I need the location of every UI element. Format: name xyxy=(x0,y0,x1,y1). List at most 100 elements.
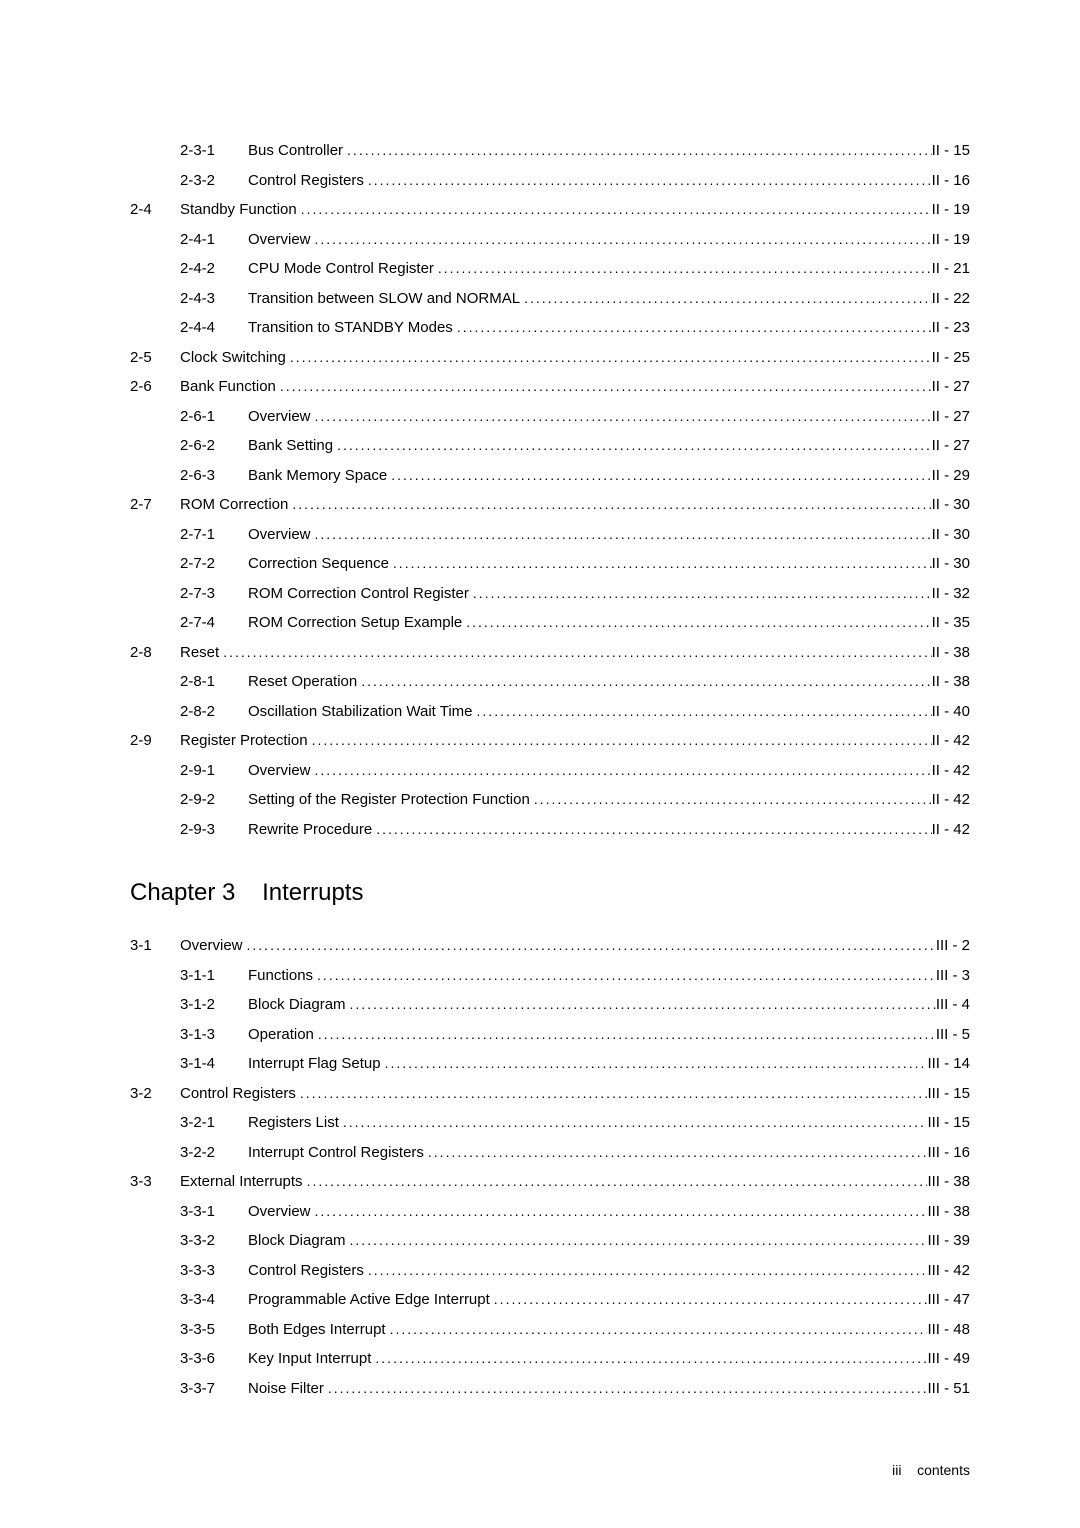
toc-leader-dots: ........................................… xyxy=(387,465,931,486)
toc-title: Reset xyxy=(180,642,219,665)
toc-title: Interrupt Control Registers xyxy=(248,1142,424,1165)
toc-leader-dots: ........................................… xyxy=(520,288,932,309)
toc-row: 2-4-2CPU Mode Control Register..........… xyxy=(130,258,970,281)
toc-leader-dots: ........................................… xyxy=(530,789,932,810)
toc-row: 2-7-3ROM Correction Control Register....… xyxy=(130,583,970,606)
toc-page-ref: II - 38 xyxy=(932,642,970,665)
toc-leader-dots: ........................................… xyxy=(469,583,932,604)
toc-leader-dots: ........................................… xyxy=(303,1171,928,1192)
toc-page-ref: II - 42 xyxy=(932,789,970,812)
toc-page-ref: II - 42 xyxy=(932,730,970,753)
toc-row: 3-1Overview.............................… xyxy=(130,935,970,958)
toc-sub-number: 2-3-1 xyxy=(180,140,248,163)
toc-row: 2-4-3Transition between SLOW and NORMAL.… xyxy=(130,288,970,311)
toc-title: ROM Correction Setup Example xyxy=(248,612,462,635)
toc-page-ref: III - 14 xyxy=(927,1053,970,1076)
toc-leader-dots: ........................................… xyxy=(371,1348,927,1369)
toc-leader-dots: ........................................… xyxy=(490,1289,928,1310)
toc-sub-number: 2-6-2 xyxy=(180,435,248,458)
chapter-3-label: Chapter 3 xyxy=(130,879,235,907)
toc-leader-dots: ........................................… xyxy=(346,994,936,1015)
toc-page-ref: II - 19 xyxy=(932,229,970,252)
toc-sub-number: 2-3-2 xyxy=(180,170,248,193)
toc-title: External Interrupts xyxy=(180,1171,303,1194)
toc-sub-number: 2-7-1 xyxy=(180,524,248,547)
toc-title: Overview xyxy=(248,524,311,547)
toc-sub-number: 3-1-3 xyxy=(180,1024,248,1047)
toc-leader-dots: ........................................… xyxy=(311,229,932,250)
toc-page-ref: III - 51 xyxy=(927,1378,970,1401)
toc-page-ref: II - 16 xyxy=(932,170,970,193)
toc-sub-number: 3-3-3 xyxy=(180,1260,248,1283)
toc-page-ref: II - 27 xyxy=(932,406,970,429)
toc-sub-number: 3-3-6 xyxy=(180,1348,248,1371)
toc-leader-dots: ........................................… xyxy=(364,1260,928,1281)
toc-row: 2-3-2Control Registers..................… xyxy=(130,170,970,193)
toc-page-ref: III - 49 xyxy=(927,1348,970,1371)
toc-row: 3-1-2Block Diagram......................… xyxy=(130,994,970,1017)
toc-page-ref: III - 3 xyxy=(936,965,970,988)
toc-leader-dots: ........................................… xyxy=(297,199,932,220)
toc-page-ref: II - 21 xyxy=(932,258,970,281)
toc-page-ref: II - 23 xyxy=(932,317,970,340)
toc-leader-dots: ........................................… xyxy=(453,317,932,338)
toc-leader-dots: ........................................… xyxy=(346,1230,928,1251)
toc-leader-dots: ........................................… xyxy=(381,1053,928,1074)
toc-row: 3-2-1Registers List.....................… xyxy=(130,1112,970,1135)
toc-page-ref: II - 30 xyxy=(932,494,970,517)
toc-sub-number: 3-3-4 xyxy=(180,1289,248,1312)
toc-leader-dots: ........................................… xyxy=(288,494,931,515)
toc-title: Overview xyxy=(248,1201,311,1224)
toc-page-ref: III - 16 xyxy=(927,1142,970,1165)
toc-title: Registers List xyxy=(248,1112,339,1135)
toc-title: Control Registers xyxy=(248,1260,364,1283)
toc-title: Noise Filter xyxy=(248,1378,324,1401)
toc-leader-dots: ........................................… xyxy=(386,1319,928,1340)
toc-row: 3-3-7Noise Filter.......................… xyxy=(130,1378,970,1401)
page-footer: iii contents xyxy=(892,1462,970,1478)
toc-leader-dots: ........................................… xyxy=(372,819,931,840)
toc-leader-dots: ........................................… xyxy=(313,965,936,986)
toc-row: 2-8-2Oscillation Stabilization Wait Time… xyxy=(130,701,970,724)
toc-title: Overview xyxy=(248,760,311,783)
toc-row: 2-8-1Reset Operation....................… xyxy=(130,671,970,694)
toc-leader-dots: ........................................… xyxy=(434,258,932,279)
toc-row: 2-5Clock Switching......................… xyxy=(130,347,970,370)
toc-section-number: 2-9 xyxy=(130,730,180,753)
toc-title: Transition to STANDBY Modes xyxy=(248,317,453,340)
toc-page-ref: II - 27 xyxy=(932,435,970,458)
toc-sub-number: 3-2-2 xyxy=(180,1142,248,1165)
toc-leader-dots: ........................................… xyxy=(357,671,931,692)
toc-sub-number: 2-9-2 xyxy=(180,789,248,812)
chapter-3-title: Interrupts xyxy=(262,879,363,906)
toc-row: 3-3-5Both Edges Interrupt...............… xyxy=(130,1319,970,1342)
toc-row: 2-6-3Bank Memory Space..................… xyxy=(130,465,970,488)
toc-section-number: 3-3 xyxy=(130,1171,180,1194)
toc-title: Register Protection xyxy=(180,730,308,753)
toc-sub-number: 2-4-4 xyxy=(180,317,248,340)
toc-leader-dots: ........................................… xyxy=(462,612,931,633)
toc-row: 2-6-1Overview...........................… xyxy=(130,406,970,429)
toc-leader-dots: ........................................… xyxy=(473,701,932,722)
toc-title: CPU Mode Control Register xyxy=(248,258,434,281)
toc-page-ref: II - 42 xyxy=(932,819,970,842)
toc-row: 2-8Reset................................… xyxy=(130,642,970,665)
toc-sub-number: 3-3-5 xyxy=(180,1319,248,1342)
toc-page-ref: III - 39 xyxy=(927,1230,970,1253)
toc-leader-dots: ........................................… xyxy=(333,435,932,456)
toc-sub-number: 2-9-1 xyxy=(180,760,248,783)
toc-leader-dots: ........................................… xyxy=(314,1024,936,1045)
toc-title: Block Diagram xyxy=(248,994,346,1017)
toc-row: 2-4-1Overview...........................… xyxy=(130,229,970,252)
toc-title: Clock Switching xyxy=(180,347,286,370)
toc-section-number: 2-8 xyxy=(130,642,180,665)
toc-row: 3-3-3Control Registers..................… xyxy=(130,1260,970,1283)
toc-section-number: 2-4 xyxy=(130,199,180,222)
toc-page-ref: II - 38 xyxy=(932,671,970,694)
toc-title: Bank Function xyxy=(180,376,276,399)
toc-row: 2-9-2Setting of the Register Protection … xyxy=(130,789,970,812)
toc-title: Reset Operation xyxy=(248,671,357,694)
toc-section-number: 3-1 xyxy=(130,935,180,958)
toc-title: Standby Function xyxy=(180,199,297,222)
toc-row: 2-6Bank Function........................… xyxy=(130,376,970,399)
